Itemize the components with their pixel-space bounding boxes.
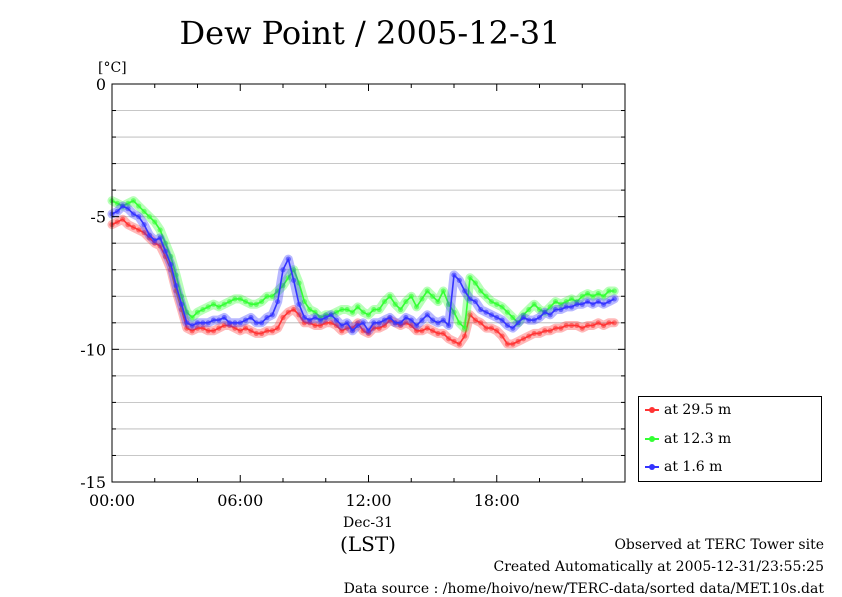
gridlines — [112, 110, 625, 456]
legend-label: at 12.3 m — [664, 431, 732, 447]
series-line — [111, 199, 615, 329]
series-line — [111, 205, 615, 332]
series-2 — [107, 196, 619, 333]
footer-created: Created Automatically at 2005-12-31/23:5… — [493, 559, 824, 575]
series-3 — [107, 201, 619, 336]
legend-label: at 29.5 m — [664, 402, 732, 418]
legend-swatch-red — [645, 404, 659, 416]
plot-frame — [111, 83, 626, 483]
date-label: Dec-31 — [343, 515, 393, 531]
series-layer — [107, 196, 619, 349]
data-point — [611, 320, 617, 326]
chart-title: Dew Point / 2005-12-31 — [179, 14, 561, 52]
legend: at 29.5 m at 12.3 m at 1.6 m — [638, 396, 822, 482]
footer-site: Observed at TERC Tower site — [614, 537, 824, 553]
y-tick-label: -10 — [80, 340, 106, 359]
x-tick-label: 18:00 — [474, 491, 520, 510]
series-line — [111, 218, 615, 345]
data-point — [611, 296, 617, 302]
legend-item-29m: at 29.5 m — [645, 400, 731, 420]
x-tick-label: 06:00 — [217, 491, 263, 510]
y-tick-label: -5 — [90, 208, 106, 227]
legend-swatch-green — [645, 433, 659, 445]
series-1 — [107, 214, 619, 349]
legend-swatch-blue — [645, 461, 659, 473]
data-point — [611, 288, 617, 294]
legend-item-12m: at 12.3 m — [645, 429, 731, 449]
y-tick-label: -15 — [80, 473, 106, 492]
y-tick-label: 0 — [96, 75, 106, 94]
footer-source: Data source : /home/hoivo/new/TERC-data/… — [343, 581, 824, 597]
legend-label: at 1.6 m — [664, 459, 723, 475]
timezone-label: (LST) — [340, 532, 396, 556]
x-tick-label: 12:00 — [345, 491, 391, 510]
legend-item-1m: at 1.6 m — [645, 457, 722, 477]
y-unit-label: [°C] — [98, 60, 127, 76]
x-tick-label: 00:00 — [89, 491, 135, 510]
